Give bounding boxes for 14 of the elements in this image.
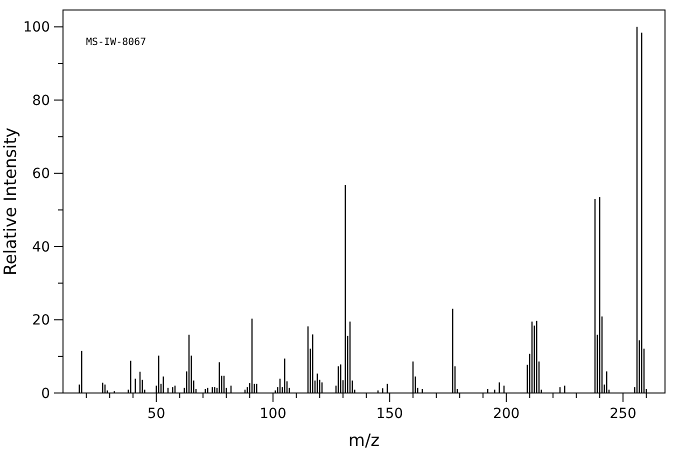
x-axis-title: m/z bbox=[348, 431, 380, 451]
x-tick-label: 150 bbox=[376, 406, 404, 422]
y-tick-label: 20 bbox=[32, 312, 50, 329]
y-tick-label: 60 bbox=[32, 166, 50, 182]
x-tick-label: 50 bbox=[147, 406, 166, 422]
annotation: MS-IW-8067 bbox=[86, 37, 146, 48]
x-tick-label: 100 bbox=[260, 406, 286, 422]
y-tick-label: 40 bbox=[32, 239, 50, 256]
y-tick-label: 0 bbox=[41, 386, 50, 402]
y-tick-label: 80 bbox=[32, 92, 50, 109]
x-tick-label: 200 bbox=[492, 406, 520, 422]
x-tick-label: 250 bbox=[610, 406, 636, 422]
y-axis-title: Relative Intensity bbox=[1, 128, 21, 276]
y-tick-label: 100 bbox=[23, 20, 50, 36]
